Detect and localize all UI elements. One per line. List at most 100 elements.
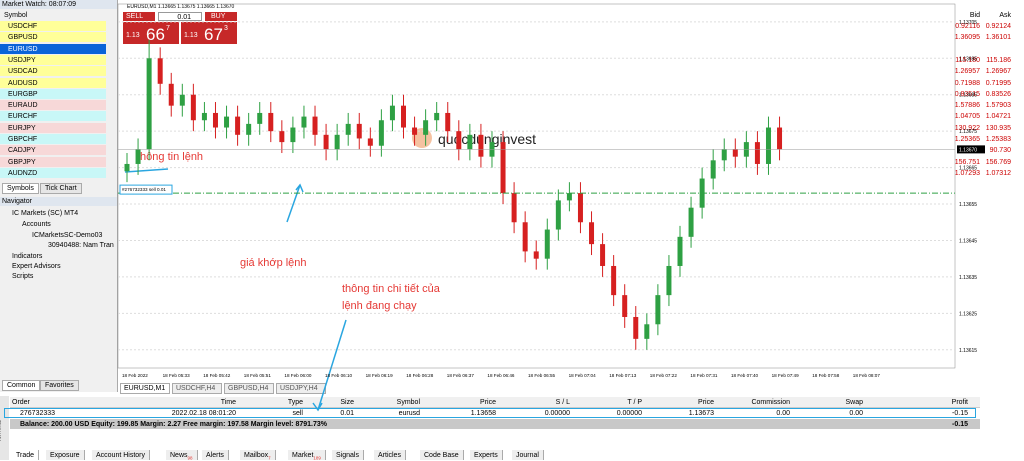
- candle-body: [500, 142, 506, 194]
- tree-item[interactable]: 30940488: Nam Tran: [48, 242, 114, 249]
- terminal-header: [10, 397, 980, 408]
- candle-body: [290, 127, 296, 143]
- symbol-row[interactable]: [0, 21, 106, 31]
- terminal-tab[interactable]: Alerts: [202, 450, 229, 460]
- chart-tab[interactable]: EURUSD,M1: [120, 383, 170, 394]
- candle-body: [146, 58, 152, 150]
- symbol-row[interactable]: [0, 167, 106, 178]
- candle-body: [323, 134, 329, 150]
- terminal-tab[interactable]: Market189: [288, 450, 326, 460]
- order-cell: 1.13658: [470, 410, 496, 417]
- price-tick-label: 1.13645: [959, 238, 977, 244]
- terminal-tab[interactable]: Articles: [374, 450, 406, 460]
- order-cell: 0.00: [849, 410, 863, 417]
- symbol-row[interactable]: [0, 111, 106, 122]
- symbol-row[interactable]: [0, 134, 106, 144]
- tab[interactable]: Common: [2, 380, 41, 391]
- time-tick-label: 18 Feb 08:07: [853, 373, 881, 378]
- price-pips: 66: [146, 25, 165, 44]
- symbol-cell: 115.186: [986, 56, 1011, 64]
- candle-body: [301, 116, 307, 128]
- symbol-cell: 0.83526: [985, 90, 1011, 98]
- candle-body: [257, 112, 263, 124]
- symbol-row[interactable]: [0, 32, 106, 43]
- tab[interactable]: Favorites: [40, 380, 79, 391]
- symbol-cell: 1.57886: [954, 102, 980, 110]
- sell-button[interactable]: SELL: [123, 12, 155, 21]
- candle-body: [345, 123, 351, 135]
- column-header: Size: [340, 399, 354, 406]
- annotation: thông tin chi tiết của: [342, 283, 440, 295]
- lot-input[interactable]: 0.01: [158, 12, 202, 21]
- time-tick-label: 18 Feb 07:04: [569, 373, 597, 378]
- candle-body: [268, 112, 274, 132]
- tab[interactable]: Symbols: [2, 183, 39, 194]
- symbol-row[interactable]: [0, 77, 106, 88]
- symbol-row[interactable]: [0, 145, 106, 156]
- tree-item[interactable]: Indicators: [12, 253, 43, 260]
- symbol-row[interactable]: [0, 122, 106, 133]
- symbol-row[interactable]: [0, 66, 106, 77]
- symbol-row[interactable]: [0, 54, 106, 65]
- terminal-tab[interactable]: Experts: [470, 450, 503, 460]
- time-tick-label: 18 Feb 06:55: [528, 373, 556, 378]
- order-row[interactable]: [4, 408, 976, 418]
- symbol-row[interactable]: [0, 156, 106, 167]
- candle-body: [279, 131, 285, 143]
- chart-tab[interactable]: USDJPY,H4: [276, 383, 326, 394]
- symbol-row[interactable]: [0, 88, 106, 99]
- tree-item[interactable]: Scripts: [12, 273, 34, 280]
- tree-item[interactable]: Expert Advisors: [12, 263, 61, 270]
- terminal-tab[interactable]: Trade: [12, 450, 40, 460]
- candle-body: [445, 112, 451, 132]
- order-cell: sell: [292, 410, 303, 417]
- candle-body: [367, 138, 373, 146]
- time-tick-label: 18 Feb 05:51: [244, 373, 272, 378]
- chart-tab[interactable]: GBPUSD,H4: [224, 383, 274, 394]
- terminal-strip: [0, 396, 9, 460]
- column-header: Commission: [751, 399, 790, 406]
- symbol-row[interactable]: [0, 43, 106, 54]
- symbol-cell: 1.25365: [954, 136, 980, 143]
- price-big: 1.13: [184, 32, 198, 39]
- tree-item[interactable]: IC Markets (SC) MT4: [12, 210, 79, 217]
- time-tick-label: 18 Feb 06:19: [366, 373, 394, 378]
- column-header: Price: [480, 399, 496, 406]
- symbol-cell: 115.180: [955, 56, 980, 64]
- time-tick-label: 18 Feb 07:13: [609, 373, 637, 378]
- candle-body: [710, 160, 716, 179]
- candle-body: [201, 112, 207, 121]
- chart-frame: [117, 3, 956, 369]
- column-header: Order: [12, 399, 30, 406]
- symbol-cell: GBPCHF: [8, 136, 38, 143]
- terminal-tab[interactable]: Code Base: [420, 450, 464, 460]
- candle-body: [157, 58, 163, 84]
- symbol-cell: 90.714: [958, 147, 980, 155]
- terminal-tab[interactable]: Signals: [332, 450, 364, 460]
- symbol-row[interactable]: [0, 100, 106, 111]
- terminal-tab[interactable]: Exposure: [46, 450, 85, 460]
- terminal-tab[interactable]: Journal: [512, 450, 544, 460]
- chart-tab[interactable]: USDCHF,H4: [172, 383, 222, 394]
- time-tick-label: 18 Feb 06:10: [325, 373, 353, 378]
- terminal-tab[interactable]: Mailbox7: [240, 450, 276, 460]
- watermark-logo: [412, 128, 432, 148]
- symbol-cell: 1.07312: [985, 169, 1011, 177]
- candle-body: [356, 123, 362, 139]
- buy-button[interactable]: BUY: [205, 12, 237, 21]
- candle-body: [124, 163, 130, 172]
- tree-item[interactable]: ICMarketsSC-Demo03: [32, 232, 103, 239]
- terminal-tab[interactable]: News98: [166, 450, 198, 460]
- symbol-cell: 0.92116: [955, 23, 980, 30]
- symbol-cell: 1.04721: [985, 113, 1011, 121]
- symbol-cell: USDJPY: [8, 56, 36, 64]
- tab[interactable]: Tick Chart: [40, 183, 82, 194]
- candle-body: [246, 123, 252, 135]
- column-header: Swap: [845, 399, 863, 406]
- candle-body: [555, 200, 561, 230]
- candle-body: [522, 222, 528, 252]
- terminal-tab[interactable]: Account History: [92, 450, 151, 460]
- tree-item[interactable]: Accounts: [22, 221, 51, 228]
- candle-body: [644, 324, 650, 339]
